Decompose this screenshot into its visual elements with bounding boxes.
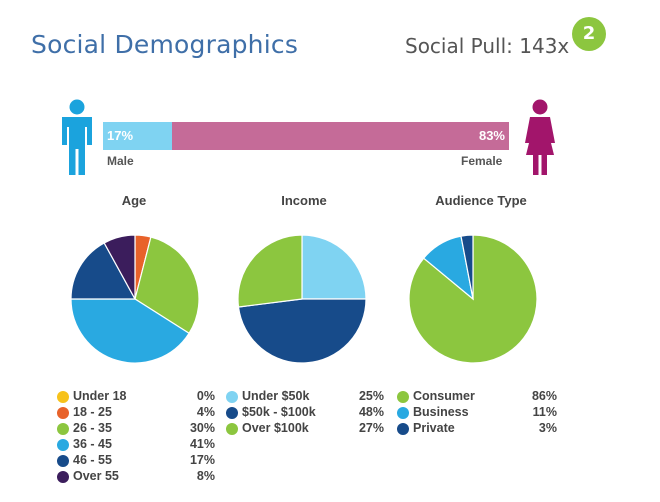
legend-value: 17% [189, 453, 215, 467]
legend-item-over-100k: Over $100k 27% [226, 421, 384, 437]
legend-label: Private [413, 421, 455, 435]
legend-label: Under 18 [73, 389, 127, 403]
legend-label: Over $100k [242, 421, 309, 435]
legend-swatch [397, 423, 409, 435]
pie-slice-46-55 [70, 242, 137, 300]
legend-item-business: Business 11% [397, 405, 557, 421]
gender-bar: 17% 83% [103, 122, 509, 150]
pie-slice-50k-100k [237, 298, 367, 364]
legend-value: 0% [196, 389, 215, 403]
legend-swatch [397, 407, 409, 419]
legend-value: 27% [358, 421, 384, 435]
age-pie-chart [70, 234, 200, 364]
legend-label: Business [413, 405, 469, 419]
legend-item-50k-100k: $50k - $100k 48% [226, 405, 384, 421]
legend-item-consumer: Consumer 86% [397, 389, 557, 405]
female-icon [525, 99, 555, 175]
legend-item-under-50k: Under $50k 25% [226, 389, 384, 405]
legend-value: 25% [358, 389, 384, 403]
pie-slice-26-35 [134, 236, 200, 335]
legend-item-over-55: Over 55 8% [57, 469, 215, 485]
social-pull-label: Social Pull: 143x [405, 34, 570, 58]
income-pie-chart [237, 234, 367, 364]
legend-value: 11% [532, 405, 557, 419]
income-chart-title: Income [281, 193, 327, 208]
audience-legend: Consumer 86% Business 11% Private 3% [397, 389, 557, 437]
female-label: Female [461, 154, 503, 168]
legend-label: 26 - 35 [73, 421, 112, 435]
legend-item-under-18: Under 18 0% [57, 389, 215, 405]
legend-item-36-45: 36 - 45 41% [57, 437, 215, 453]
legend-value: 4% [196, 405, 215, 419]
pie-slice-private [460, 234, 474, 300]
pie-slice-36-45 [70, 298, 190, 364]
page-title: Social Demographics [31, 30, 299, 59]
legend-value: 41% [189, 437, 215, 451]
audience-pie-chart [408, 234, 538, 364]
social-pull-badge: 2 [572, 17, 606, 51]
legend-value: 30% [189, 421, 215, 435]
audience-chart-title: Audience Type [435, 193, 527, 208]
legend-swatch [57, 439, 69, 451]
pie-slice-under-50k [301, 234, 367, 300]
income-legend: Under $50k 25% $50k - $100k 48% Over $100k 27… [226, 389, 384, 437]
legend-swatch [57, 391, 69, 403]
legend-value: 3% [538, 421, 557, 435]
legend-swatch [57, 455, 69, 467]
legend-swatch [397, 391, 409, 403]
legend-swatch [57, 423, 69, 435]
legend-value: 8% [196, 469, 215, 483]
legend-label: Consumer [413, 389, 475, 403]
legend-swatch [226, 391, 238, 403]
legend-value: 86% [531, 389, 557, 403]
legend-value: 48% [358, 405, 384, 419]
male-label: Male [107, 154, 134, 168]
legend-label: 36 - 45 [73, 437, 112, 451]
age-chart-title: Age [121, 193, 147, 208]
legend-label: 18 - 25 [73, 405, 112, 419]
legend-label: Over 55 [73, 469, 119, 483]
male-icon [62, 99, 92, 175]
male-bar: 17% [103, 122, 173, 150]
legend-item-26-35: 26 - 35 30% [57, 421, 215, 437]
legend-swatch [57, 407, 69, 419]
legend-item-18-25: 18 - 25 4% [57, 405, 215, 421]
legend-swatch [226, 407, 238, 419]
legend-item-private: Private 3% [397, 421, 557, 437]
legend-label: 46 - 55 [73, 453, 112, 467]
legend-label: Under $50k [242, 389, 310, 403]
legend-label: $50k - $100k [242, 405, 316, 419]
legend-swatch [57, 471, 69, 483]
pie-slice-over-100k [237, 234, 303, 308]
legend-swatch [226, 423, 238, 435]
legend-item-46-55: 46 - 55 17% [57, 453, 215, 469]
age-legend: Under 18 0% 18 - 25 4% 26 - 35 30% 36 - 45 41% 4… [57, 389, 215, 485]
female-bar: 83% [172, 122, 509, 150]
pie-slice-over-55 [103, 234, 136, 300]
